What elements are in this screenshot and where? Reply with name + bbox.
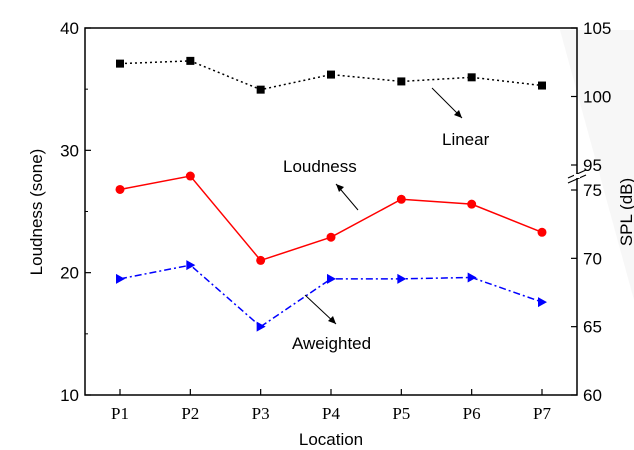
annotation-linear: Linear xyxy=(442,130,490,149)
right-tick-label: 95 xyxy=(583,156,602,175)
series-layer xyxy=(115,56,547,332)
annotations: Linear Loudness Aweighted xyxy=(283,87,490,353)
annotation-arrowhead-aweighted xyxy=(328,316,336,324)
data-point-loudness xyxy=(537,227,547,237)
data-point-aweighted xyxy=(116,273,125,284)
x-axis-label: Location xyxy=(299,430,363,449)
annotation-arrowhead-loudness xyxy=(336,184,344,192)
x-axis-ticks: P1 P2 P3 P4 P5 P6 P7 xyxy=(111,389,551,423)
watermark-band xyxy=(560,30,634,300)
x-tick-label: P4 xyxy=(322,404,340,423)
data-point-linear xyxy=(467,73,476,82)
left-axis-ticks: 10 20 30 40 xyxy=(60,19,91,405)
data-point-aweighted xyxy=(186,260,196,271)
data-point-aweighted xyxy=(256,321,266,332)
left-tick-label: 30 xyxy=(60,141,79,160)
axis-break-marker xyxy=(567,169,587,184)
series-line-loudness xyxy=(119,175,543,262)
left-tick-label: 10 xyxy=(60,386,79,405)
data-point-loudness xyxy=(396,194,406,204)
right-axis-ticks: 60 65 70 75 95 100 105 xyxy=(571,19,611,405)
data-point-loudness xyxy=(256,255,266,265)
data-point-linear xyxy=(327,70,335,79)
data-point-aweighted xyxy=(467,272,477,283)
data-point-aweighted xyxy=(397,273,407,284)
left-tick-label: 20 xyxy=(60,264,79,283)
right-tick-label: 65 xyxy=(583,318,602,337)
annotation-arrowhead-linear xyxy=(454,110,462,118)
right-tick-label: 75 xyxy=(583,181,602,200)
data-point-loudness xyxy=(467,199,477,209)
data-point-loudness xyxy=(115,184,125,194)
left-tick-label: 40 xyxy=(60,19,79,38)
data-point-linear xyxy=(256,85,265,94)
x-tick-label: P5 xyxy=(392,404,410,423)
y-axis-label-left: Loudness (sone) xyxy=(27,149,46,276)
data-point-aweighted xyxy=(538,297,547,308)
data-point-linear xyxy=(186,56,195,65)
x-tick-label: P6 xyxy=(463,404,481,423)
data-point-linear xyxy=(116,59,124,68)
right-tick-label: 100 xyxy=(583,88,611,107)
x-tick-label: P3 xyxy=(252,404,270,423)
data-point-linear xyxy=(538,81,546,90)
x-tick-label: P2 xyxy=(181,404,199,423)
x-tick-label: P1 xyxy=(111,404,129,423)
right-tick-label: 60 xyxy=(583,386,602,405)
data-point-loudness xyxy=(185,171,195,181)
data-point-loudness xyxy=(326,232,336,242)
annotation-aweighted: Aweighted xyxy=(292,334,371,353)
series-line-aweighted xyxy=(119,264,543,328)
right-tick-label: 105 xyxy=(583,19,611,38)
y-axis-label-right: SPL (dB) xyxy=(617,178,634,246)
annotation-loudness: Loudness xyxy=(283,157,357,176)
right-tick-label: 70 xyxy=(583,249,602,268)
data-point-linear xyxy=(397,77,406,86)
x-tick-label: P7 xyxy=(533,404,551,423)
data-point-aweighted xyxy=(327,273,336,284)
